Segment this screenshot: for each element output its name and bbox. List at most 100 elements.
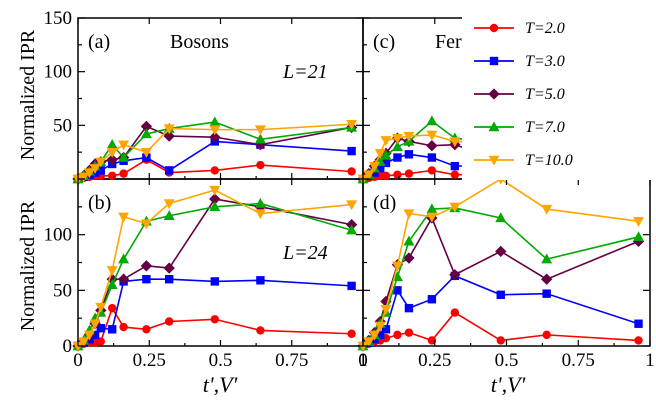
panel-frame-d — [362, 178, 651, 347]
data-point-a-4-2 — [83, 168, 95, 179]
data-point-c-4-8 — [449, 137, 461, 148]
data-point-d-1-5 — [393, 286, 402, 295]
data-point-a-4-1 — [78, 172, 90, 183]
data-point-d-4-5 — [391, 261, 403, 272]
y-axis-title-top: Normalized IPR — [17, 29, 39, 160]
x-tick-label-d: 1 — [645, 350, 655, 371]
data-point-d-2-10 — [541, 273, 553, 285]
data-point-a-3-7 — [140, 128, 152, 139]
data-point-a-4-11 — [346, 120, 358, 130]
legend-entry-3: T=7.0 — [474, 119, 565, 136]
data-point-d-2-6 — [403, 252, 415, 264]
series-line-b-2 — [77, 198, 352, 347]
data-point-c-1-8 — [450, 161, 460, 171]
data-point-c-0-4 — [381, 171, 391, 180]
data-point-d-0-8 — [450, 308, 460, 317]
legend-marker-3 — [488, 121, 500, 132]
data-point-c-4-1 — [363, 170, 375, 181]
data-point-b-4-9 — [209, 185, 221, 196]
data-point-a-4-8 — [163, 124, 175, 135]
panel-label-c: (c) — [373, 31, 395, 53]
x-axis-title-right: t',V' — [491, 372, 526, 397]
data-point-d-0-9 — [496, 336, 505, 345]
data-point-b-2-8 — [163, 262, 175, 274]
data-point-b-4-0 — [72, 341, 84, 352]
data-point-d-0-6 — [404, 328, 414, 337]
data-point-a-4-3 — [89, 164, 101, 174]
data-point-d-4-6 — [403, 209, 415, 220]
system-size-label-b: L=24 — [282, 242, 328, 264]
data-point-b-1-8 — [165, 275, 174, 284]
data-point-c-4-7 — [426, 130, 438, 141]
data-point-b-0-10 — [256, 326, 265, 335]
y-tick-label-top: 150 — [44, 8, 73, 29]
data-point-d-3-11 — [633, 231, 644, 242]
data-point-a-4-7 — [140, 147, 152, 158]
data-point-c-4-2 — [369, 161, 380, 172]
data-point-c-1-5 — [393, 153, 402, 162]
data-point-c-0-7 — [427, 166, 437, 175]
panel-label-a: (a) — [88, 31, 110, 53]
data-point-c-0-6 — [404, 169, 414, 178]
data-point-d-1-11 — [634, 319, 643, 328]
data-point-b-2-9 — [209, 193, 221, 205]
data-point-b-3-9 — [209, 201, 221, 212]
data-point-d-4-3 — [374, 321, 386, 332]
data-point-a-0-9 — [210, 166, 219, 175]
system-size-label-a: L=21 — [282, 61, 328, 83]
data-point-b-4-11 — [346, 200, 358, 211]
data-point-a-0-5 — [108, 171, 117, 180]
data-point-a-0-11 — [347, 167, 356, 176]
data-point-a-0-6 — [119, 169, 128, 178]
data-point-b-0-11 — [347, 329, 356, 338]
data-point-d-4-11 — [633, 217, 644, 227]
data-point-c-4-4 — [380, 136, 392, 147]
data-point-c-1-6 — [404, 150, 414, 159]
data-point-d-3-10 — [541, 253, 553, 264]
data-point-a-3-5 — [106, 138, 118, 149]
legend-entry-4: T=10.0 — [474, 152, 573, 169]
data-point-d-2-4 — [380, 295, 392, 308]
x-tick-label-b: 1 — [358, 350, 368, 371]
x-tick-label-d: 0.5 — [495, 350, 519, 371]
data-point-d-2-8 — [449, 269, 461, 281]
data-point-a-2-5 — [106, 154, 118, 166]
x-tick-label-b: 0 — [73, 350, 83, 371]
series-line-d-1 — [362, 274, 639, 347]
x-tick-label-d: 0 — [358, 350, 368, 371]
x-tick-label-b: 0.5 — [209, 350, 233, 371]
data-point-b-3-8 — [163, 210, 175, 220]
data-point-c-4-5 — [391, 134, 403, 144]
data-point-c-4-6 — [403, 131, 415, 142]
data-point-c-3-7 — [426, 115, 438, 126]
y-tick-label-bottom: 100 — [44, 225, 73, 246]
data-point-b-1-10 — [256, 276, 265, 285]
legend-label-4: T=10.0 — [525, 152, 573, 169]
y-axis-title-bottom: Normalized IPR — [17, 200, 39, 331]
data-point-b-4-2 — [83, 330, 95, 341]
x-axis-title-left: t',V' — [203, 372, 238, 397]
data-point-b-0-7 — [142, 325, 151, 334]
series-line-d-4 — [362, 178, 639, 347]
x-tick-label-d: 0.25 — [418, 350, 451, 371]
data-point-b-4-5 — [106, 266, 118, 276]
data-point-a-4-6 — [118, 140, 130, 151]
legend-entries: T=2.0 T=3.0 T=5.0 T=7.0 T=10.0 — [474, 20, 573, 169]
series-line-b-3 — [77, 202, 352, 347]
data-point-a-3-6 — [118, 151, 130, 162]
data-point-d-4-1 — [363, 337, 375, 348]
data-point-d-4-8 — [449, 202, 461, 213]
data-point-b-3-6 — [118, 253, 130, 264]
data-point-b-1-11 — [347, 281, 356, 291]
data-point-a-1-11 — [347, 146, 356, 156]
x-tick-label-b: 0.75 — [275, 350, 308, 371]
data-point-a-4-5 — [106, 147, 118, 158]
data-point-b-0-8 — [165, 317, 174, 326]
data-point-d-4-4 — [380, 305, 392, 315]
data-point-b-4-10 — [254, 209, 266, 220]
legend-label-3: T=7.0 — [525, 119, 565, 136]
data-point-d-1-7 — [427, 295, 437, 304]
data-point-c-2-7 — [426, 140, 438, 152]
data-point-b-1-4 — [96, 323, 105, 333]
x-tick-label-d: 0.75 — [562, 350, 595, 371]
